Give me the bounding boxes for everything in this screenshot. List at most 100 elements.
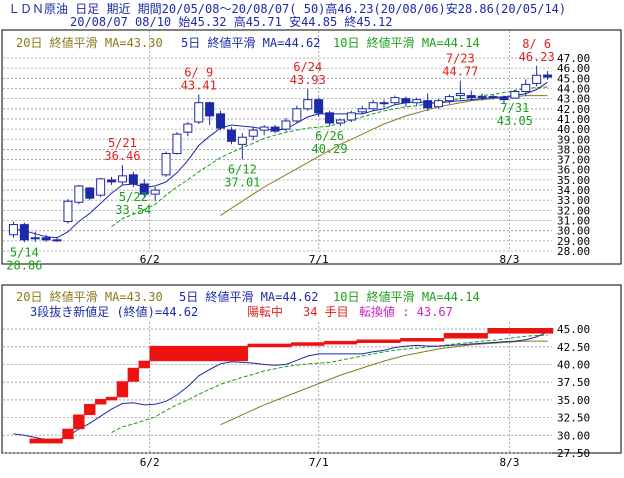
candle-body <box>226 129 236 142</box>
candle-body <box>30 237 40 240</box>
candle <box>259 125 269 136</box>
brick <box>94 398 107 405</box>
y-tick-label: 42.50 <box>557 341 590 354</box>
y-tick-label: 35.00 <box>557 174 590 187</box>
candle-body <box>455 93 465 97</box>
candle-body <box>499 97 509 101</box>
top-y-axis: 28.0029.0030.0031.0032.0033.0034.0035.00… <box>557 52 590 258</box>
bottom-y-axis: 27.50 30.00 32.50 35.00 37.50 40.00 42.50 45.00 <box>557 323 590 460</box>
candle <box>41 234 51 242</box>
annotation-value: 43.41 <box>181 78 217 92</box>
candle <box>521 79 531 96</box>
candle-body <box>150 189 160 195</box>
brick <box>247 343 292 348</box>
candle-body <box>183 123 193 133</box>
y-tick-label: 32.00 <box>557 204 590 217</box>
candle <box>96 177 106 198</box>
candle-body <box>117 175 127 183</box>
candle-body <box>259 126 269 131</box>
candle-body <box>63 200 73 223</box>
x-tick-label: 6/2 <box>140 253 160 266</box>
brick <box>105 396 118 401</box>
annotation-date: 5/21 <box>108 136 137 150</box>
candle-body <box>107 179 117 183</box>
legend-ma20: 20日 終値平滑 MA=43.30 <box>16 35 163 50</box>
candle-body <box>466 95 476 99</box>
brick <box>73 414 85 430</box>
candle <box>85 187 95 201</box>
candle-body <box>74 185 84 203</box>
candle-body <box>390 97 400 104</box>
three-line-break-bricks <box>29 327 554 444</box>
candle-body <box>325 112 335 124</box>
candle-body <box>248 129 258 137</box>
candle-body <box>346 112 356 121</box>
bottom-moving-average-lines <box>13 331 548 441</box>
brick <box>400 338 445 342</box>
candle <box>390 95 400 105</box>
candle <box>281 117 291 132</box>
header-title: ＬＤＮ原油 日足 期近 期間20/05/08～20/08/07( 50)高46.… <box>8 1 566 16</box>
candle <box>74 184 84 205</box>
y-tick-label: 35.00 <box>557 394 590 407</box>
candle <box>303 89 313 111</box>
bottom-x-axis: 6/2 7/1 8/3 <box>140 456 520 469</box>
candle-body <box>423 100 433 109</box>
annotation-value: 46.23 <box>519 50 555 64</box>
ma10-line <box>111 334 548 433</box>
ma5-line <box>13 331 548 441</box>
candle-body <box>205 102 215 117</box>
candle-body <box>19 224 29 241</box>
legend-bottom-ma10: 10日 終値平滑 MA=44.14 <box>333 289 480 304</box>
brick <box>62 428 74 440</box>
candle-body <box>128 174 138 185</box>
candle-body <box>477 96 487 99</box>
y-tick-label: 47.00 <box>557 52 590 65</box>
candle-body <box>281 120 291 130</box>
candle <box>107 176 117 185</box>
candle <box>466 90 476 101</box>
candle <box>150 187 160 202</box>
bottom-grid <box>3 322 552 454</box>
y-tick-label: 40.00 <box>557 123 590 136</box>
candle <box>379 99 389 108</box>
candlesticks <box>8 65 553 243</box>
y-tick-label: 31.00 <box>557 215 590 228</box>
y-tick-label: 45.00 <box>557 72 590 85</box>
candle <box>139 178 149 199</box>
brick <box>443 333 488 339</box>
y-tick-label: 29.00 <box>557 235 590 248</box>
candle-body <box>543 74 553 78</box>
brick <box>487 327 554 334</box>
y-tick-label: 42.00 <box>557 103 590 116</box>
annotation-value: 33.54 <box>115 203 151 217</box>
y-tick-label: 37.00 <box>557 154 590 167</box>
candle-body <box>96 178 106 196</box>
candle <box>346 110 356 122</box>
candle-body <box>161 152 171 176</box>
candle-body <box>85 187 95 199</box>
brick <box>149 345 249 362</box>
annotation-value: 40.29 <box>311 142 347 156</box>
annotation-date: 6/12 <box>228 162 257 176</box>
candle <box>183 121 193 137</box>
annotation-value: 36.46 <box>104 149 140 163</box>
brick <box>29 438 63 444</box>
annotation-date: 6/24 <box>293 60 322 74</box>
candle <box>423 93 433 111</box>
candle <box>543 71 553 80</box>
candle <box>335 118 345 127</box>
y-tick-label: 40.00 <box>557 359 590 372</box>
candle <box>499 95 509 104</box>
candle-body <box>8 224 18 236</box>
y-tick-label: 46.00 <box>557 62 590 75</box>
y-tick-label: 43.00 <box>557 93 590 106</box>
